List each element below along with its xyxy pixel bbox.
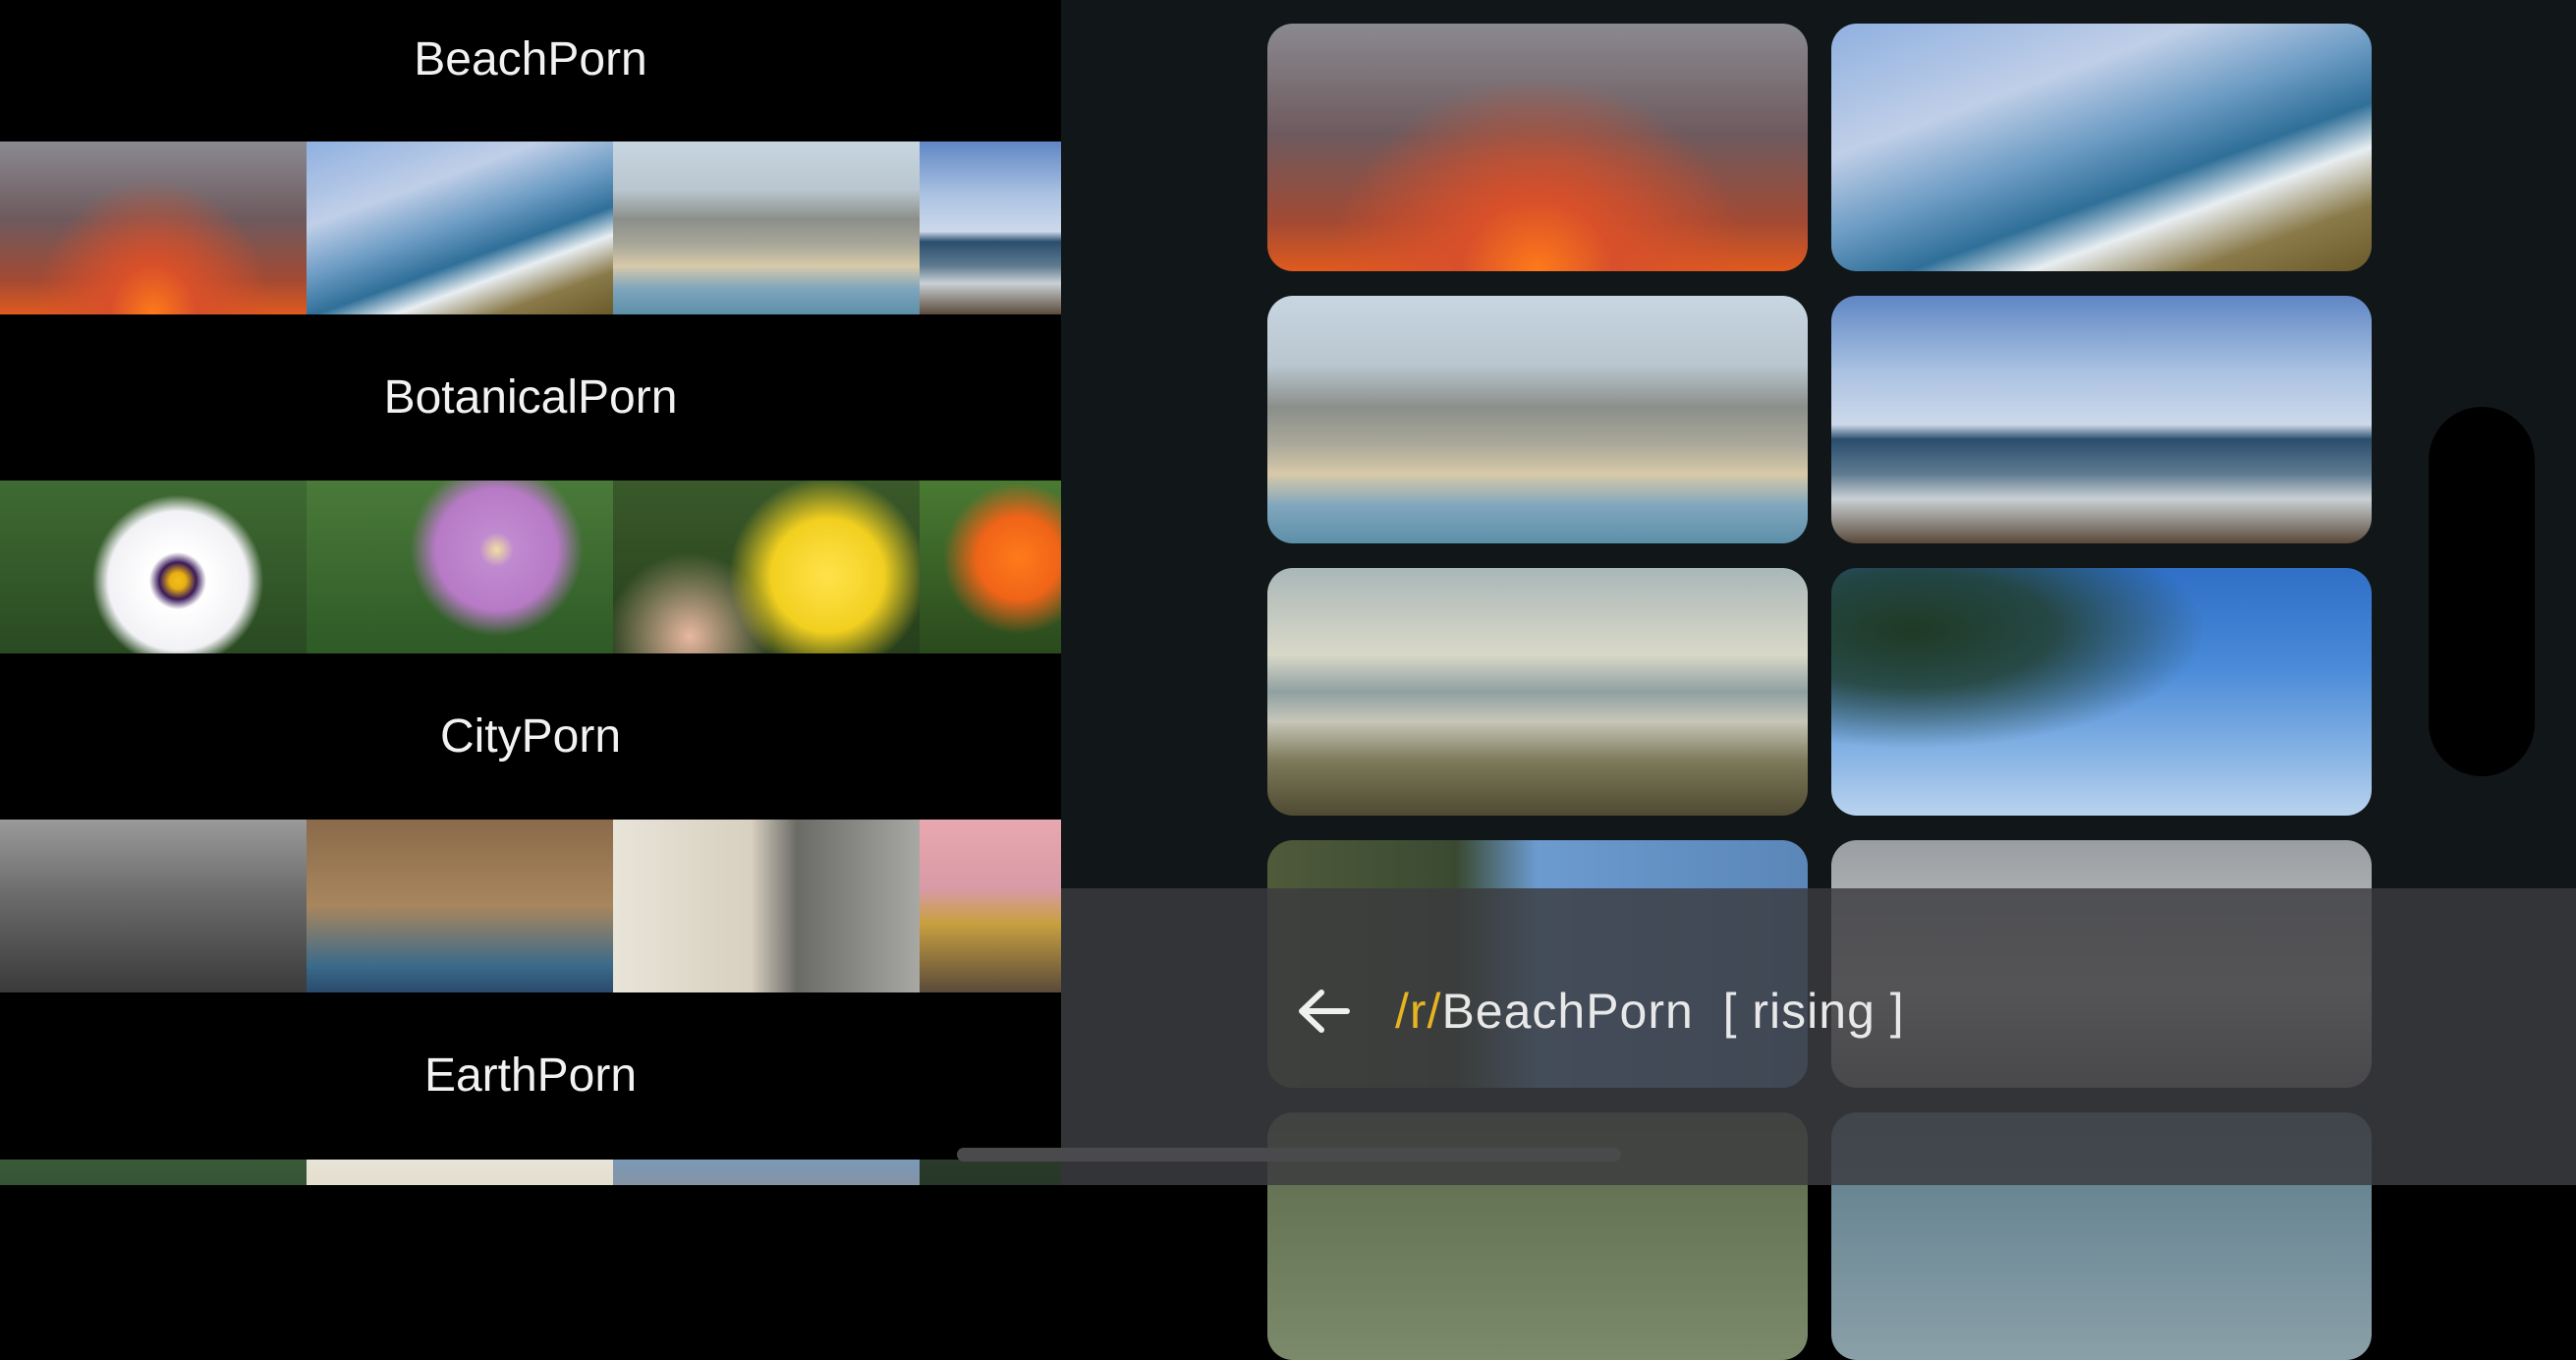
thumbnail-ocean-horizon[interactable]	[920, 142, 1061, 314]
thumbnail-bright-sky[interactable]	[307, 1160, 613, 1185]
thumbnail-mountain-peaks[interactable]	[613, 1160, 920, 1185]
thumbnail-city-beach[interactable]	[613, 142, 920, 314]
grid-image-dune-path[interactable]	[1267, 568, 1808, 816]
thumbnail-city-skyline-bw[interactable]	[0, 820, 307, 992]
thumbnail-strip-botanicalporn[interactable]	[0, 481, 1061, 653]
arrow-left-icon	[1299, 990, 1350, 1033]
sort-label[interactable]: [ rising ]	[1722, 984, 1905, 1039]
section-title-botanicalporn[interactable]: BotanicalPorn	[383, 370, 678, 424]
spacer	[1694, 983, 1723, 1040]
home-indicator[interactable]	[957, 1148, 1621, 1162]
thumbnail-rocky-coast[interactable]	[307, 142, 613, 314]
thumbnail-orange-flowers[interactable]	[920, 481, 1061, 653]
subreddit-prefix: /r/	[1395, 984, 1442, 1039]
subreddit-name: BeachPorn	[1441, 984, 1694, 1039]
grid-image-city-beach[interactable]	[1267, 296, 1808, 543]
thumbnail-strip-beachporn[interactable]	[0, 142, 1061, 314]
thumbnail-tower-block[interactable]	[613, 820, 920, 992]
thumbnail-ornate-building[interactable]	[307, 820, 613, 992]
subreddit-list-panel: BeachPorn BotanicalPorn CityPorn EarthPo…	[0, 0, 1061, 1185]
thumbnail-pansy-flower[interactable]	[0, 481, 307, 653]
section-title-earthporn[interactable]: EarthPorn	[423, 1048, 638, 1102]
section-title-beachporn[interactable]: BeachPorn	[414, 32, 647, 85]
grid-image-palm-sky[interactable]	[1831, 568, 2372, 816]
thumbnail-forest[interactable]	[0, 1160, 307, 1185]
thumbnail-strip-cityporn[interactable]	[0, 820, 1061, 992]
back-button[interactable]	[1295, 979, 1354, 1044]
subreddit-heading[interactable]: /r/BeachPorn [ rising ]	[1395, 977, 1905, 1046]
thumbnail-trees[interactable]	[920, 1160, 1061, 1185]
grid-image-sunset-clouds[interactable]	[1267, 24, 1808, 271]
bottom-toolbar	[1061, 888, 2576, 1185]
thumbnail-strip-earthporn[interactable]	[0, 1160, 1061, 1185]
section-title-cityporn[interactable]: CityPorn	[439, 709, 622, 763]
grid-image-ocean-horizon[interactable]	[1831, 296, 2372, 543]
scrollbar-thumb[interactable]	[2429, 407, 2535, 776]
thumbnail-pink-sky-city[interactable]	[920, 820, 1061, 992]
thumbnail-clematis-flower[interactable]	[307, 481, 613, 653]
thumbnail-sunset-clouds[interactable]	[0, 142, 307, 314]
grid-image-rocky-coast[interactable]	[1831, 24, 2372, 271]
thumbnail-daffodil-flower[interactable]	[613, 481, 920, 653]
